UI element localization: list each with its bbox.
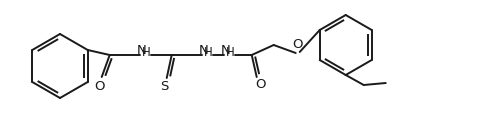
Text: H: H [204,46,213,58]
Text: O: O [94,80,105,92]
Text: H: H [226,46,235,58]
Text: O: O [255,78,266,92]
Text: N: N [221,44,231,58]
Text: N: N [137,44,147,58]
Text: S: S [161,81,169,94]
Text: O: O [293,38,303,52]
Text: N: N [199,44,209,58]
Text: H: H [142,46,151,58]
